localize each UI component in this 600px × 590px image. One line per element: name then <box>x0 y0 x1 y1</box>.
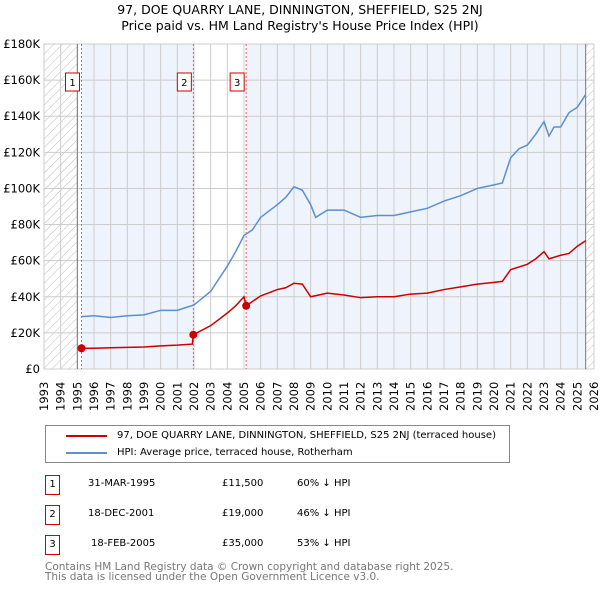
x-tick-label: 2013 <box>370 382 384 411</box>
y-tick-label: £100K <box>3 181 40 195</box>
x-tick-label: 2021 <box>504 382 518 411</box>
x-tick-label: 2015 <box>404 382 418 411</box>
x-tick-label: 2019 <box>470 382 484 411</box>
x-tick-label: 2010 <box>320 382 334 411</box>
x-tick-label: 2026 <box>587 382 600 411</box>
annotation-label: 1 <box>69 78 75 89</box>
sale-row: 1 31-MAR-1995 £11,500 60% ↓ HPI <box>45 475 515 495</box>
y-tick-label: £120K <box>3 145 40 159</box>
x-tick-label: 2009 <box>304 382 318 411</box>
x-tick-label: 2014 <box>387 382 401 411</box>
annotation-box <box>65 72 80 92</box>
annotation-label: 3 <box>234 78 240 89</box>
sale-date: 18-FEB-2005 <box>91 538 156 549</box>
x-tick-label: 2012 <box>354 382 368 411</box>
legend-label: 97, DOE QUARRY LANE, DINNINGTON, SHEFFIE… <box>117 430 496 441</box>
x-tick-label: 1997 <box>104 382 118 411</box>
x-tick-label: 2023 <box>537 382 551 411</box>
x-tick-label: 2024 <box>554 382 568 411</box>
annotation-box <box>176 72 192 92</box>
chart-title: 97, DOE QUARRY LANE, DINNINGTON, SHEFFIE… <box>117 2 483 17</box>
x-tick-label: 2000 <box>154 382 168 411</box>
sale-marker: 2 <box>45 505 60 525</box>
x-tick-label: 2002 <box>187 382 201 411</box>
sale-price: £35,000 <box>222 538 264 549</box>
sale-hpi: 60% ↓ HPI <box>297 478 351 489</box>
x-tick-label: 2011 <box>337 382 351 411</box>
shaded-period <box>246 44 586 369</box>
sale-point <box>189 330 198 339</box>
footer-line: Contains HM Land Registry data © Crown c… <box>45 561 454 573</box>
chart-subtitle: Price paid vs. HM Land Registry's House … <box>121 18 479 33</box>
x-tick-label: 2001 <box>170 382 184 411</box>
footer: Contains HM Land Registry data © Crown c… <box>45 561 454 583</box>
annotation-label: 2 <box>181 78 187 89</box>
x-tick-label: 2018 <box>454 382 468 411</box>
sale-date: 18-DEC-2001 <box>88 508 155 519</box>
x-tick-label: 2004 <box>220 382 234 411</box>
property-price-line <box>81 240 587 349</box>
legend-item-hpi: HPI: Average price, terraced house, Roth… <box>66 444 353 461</box>
y-tick-label: £140K <box>3 109 40 123</box>
hpi-line <box>81 94 587 319</box>
x-tick-label: 2007 <box>270 382 284 411</box>
sale-date: 31-MAR-1995 <box>88 478 156 489</box>
footer-line: This data is licensed under the Open Gov… <box>45 571 380 583</box>
x-tick-label: 1993 <box>37 382 51 411</box>
sale-price: £11,500 <box>222 478 264 489</box>
y-tick-label: £60K <box>11 254 41 268</box>
hatched-region <box>585 44 594 369</box>
x-tick-label: 2016 <box>420 382 434 411</box>
shaded-period <box>81 44 194 369</box>
sale-marker: 1 <box>45 475 60 495</box>
legend: 97, DOE QUARRY LANE, DINNINGTON, SHEFFIE… <box>45 425 510 463</box>
sale-row: 2 18-DEC-2001 £19,000 46% ↓ HPI <box>45 505 515 525</box>
x-tick-label: 2005 <box>237 382 251 411</box>
price-chart: 1993 1994 1995 1996 1997 1998 1999 2000 2001 2002… <box>3 37 600 411</box>
y-tick-label: £160K <box>3 73 40 87</box>
sale-point <box>77 344 86 353</box>
x-tick-label: 2017 <box>437 382 451 411</box>
legend-label: HPI: Average price, terraced house, Roth… <box>117 447 353 458</box>
x-tick-label: 2006 <box>254 382 268 411</box>
legend-item-property: 97, DOE QUARRY LANE, DINNINGTON, SHEFFIE… <box>66 427 496 444</box>
sale-price: £19,000 <box>222 508 264 519</box>
sale-point <box>242 301 251 310</box>
x-tick-label: 2020 <box>487 382 501 411</box>
x-tick-label: 1994 <box>54 382 68 411</box>
x-tick-label: 1995 <box>70 382 84 411</box>
x-tick-label: 2022 <box>520 382 534 411</box>
x-tick-label: 1996 <box>87 382 101 411</box>
sale-marker: 3 <box>45 535 60 555</box>
sale-row: 3 18-FEB-2005 £35,000 53% ↓ HPI <box>45 535 515 555</box>
y-tick-label: £80K <box>11 218 41 232</box>
y-tick-label: £180K <box>3 37 40 51</box>
sale-hpi: 53% ↓ HPI <box>297 538 351 549</box>
x-tick-label: 2025 <box>570 382 584 411</box>
x-tick-label: 2008 <box>287 382 301 411</box>
x-tick-label: 1999 <box>137 382 151 411</box>
x-tick-label: 2003 <box>204 382 218 411</box>
y-tick-label: £0 <box>25 362 40 376</box>
sale-hpi: 46% ↓ HPI <box>297 508 351 519</box>
y-tick-label: £20K <box>11 326 41 340</box>
x-tick-label: 1998 <box>120 382 134 411</box>
annotation-box <box>229 72 245 92</box>
y-tick-label: £40K <box>11 290 41 304</box>
